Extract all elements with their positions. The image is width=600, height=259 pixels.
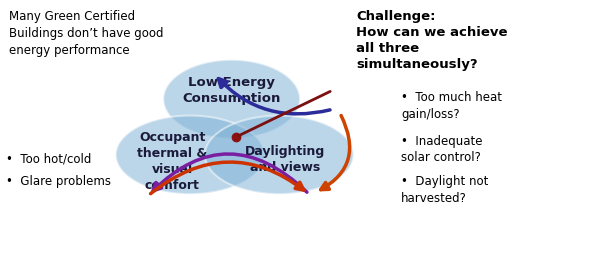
Text: •  Daylight not
harvested?: • Daylight not harvested? [401,175,488,205]
Text: •  Too much heat
gain/loss?: • Too much heat gain/loss? [401,91,502,121]
Text: Occupant
thermal &
visual
comfort: Occupant thermal & visual comfort [137,131,208,192]
Text: •  Inadequate
solar control?: • Inadequate solar control? [401,135,482,164]
Text: •  Glare problems: • Glare problems [6,175,111,188]
Text: Daylighting
and views: Daylighting and views [245,145,325,174]
Ellipse shape [163,60,300,138]
Ellipse shape [205,116,353,194]
Ellipse shape [116,116,265,194]
Text: Low Energy
Consumption: Low Energy Consumption [182,76,281,105]
Text: Challenge:
How can we achieve
all three
simultaneously?: Challenge: How can we achieve all three … [356,10,508,71]
Text: •  Too hot/cold: • Too hot/cold [6,152,91,165]
Text: Many Green Certified
Buildings don’t have good
energy performance: Many Green Certified Buildings don’t hav… [9,10,163,57]
